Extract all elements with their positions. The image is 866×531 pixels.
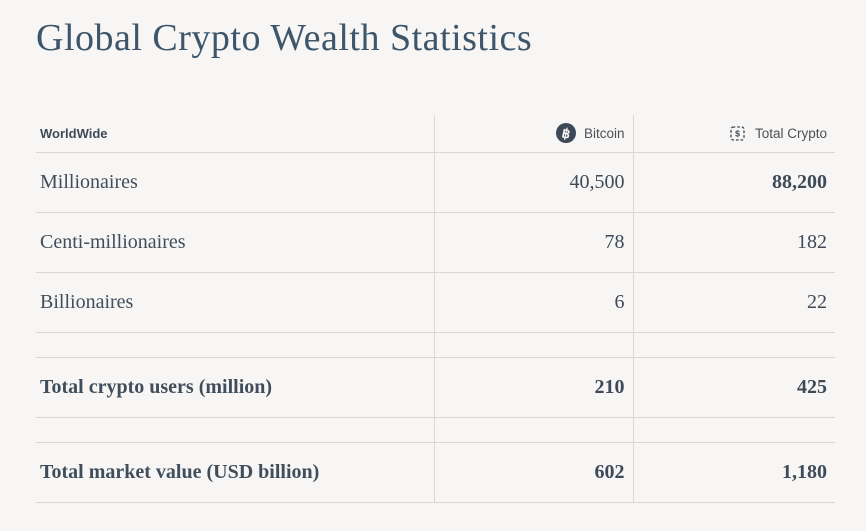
spacer-cell-total (632, 332, 835, 358)
row-label: Billionaires (40, 291, 134, 314)
spacer-cell-label (36, 418, 434, 443)
table-row: Millionaires 40,500 88,200 (36, 152, 835, 213)
total-crypto-header-label: Total Crypto (754, 125, 827, 141)
table-row: Billionaires 6 22 (36, 272, 835, 333)
stats-table-body: Millionaires 40,500 88,200 Centi-millionair… (36, 152, 835, 503)
header-row: WorldWide ฿ Bitcoin $ (36, 114, 835, 153)
bitcoin-icon: ฿ (555, 123, 576, 144)
total-crypto-value: 88,200 (632, 152, 835, 213)
bitcoin-value: 78 (433, 212, 633, 273)
row-label: Centi-millionaires (40, 231, 186, 254)
bitcoin-value: 6 (433, 272, 633, 333)
row-label: Total market value (USD billion) (40, 461, 320, 484)
table-row: Total crypto users (million) 210 425 (36, 357, 835, 418)
worldwide-header: WorldWide (36, 115, 434, 153)
total-crypto-value: 425 (632, 357, 835, 418)
spacer-row (36, 417, 835, 443)
bitcoin-value: 602 (433, 442, 633, 503)
table-row: Total market value (USD billion) 602 1,180 (36, 442, 835, 503)
spacer-cell-bitcoin (433, 417, 633, 443)
bitcoin-header-label: Bitcoin (583, 125, 625, 141)
total-crypto-value: 1,180 (632, 442, 835, 503)
total-crypto-value: 22 (632, 272, 835, 333)
chip-dollar-icon: $ (730, 126, 745, 141)
bitcoin-header: ฿ Bitcoin (433, 114, 633, 153)
bitcoin-value: 40,500 (433, 152, 633, 213)
page: Global Crypto Wealth Statistics WorldWid… (36, 17, 835, 504)
total-crypto-value: 182 (632, 212, 835, 273)
crypto-stats-table: WorldWide ฿ Bitcoin $ (36, 114, 835, 504)
row-label: Millionaires (40, 171, 138, 194)
spacer-cell-total (632, 417, 835, 443)
page-title: Global Crypto Wealth Statistics (36, 17, 533, 59)
svg-text:$: $ (735, 128, 740, 138)
spacer-row (36, 332, 835, 358)
bitcoin-value: 210 (433, 357, 633, 418)
spacer-cell-label (36, 333, 434, 358)
row-label: Total crypto users (million) (40, 376, 273, 399)
worldwide-header-label: WorldWide (40, 125, 108, 141)
table-row: Centi-millionaires 78 182 (36, 212, 835, 273)
total-crypto-header: $ Total Crypto (632, 114, 835, 153)
spacer-cell-bitcoin (433, 332, 633, 358)
